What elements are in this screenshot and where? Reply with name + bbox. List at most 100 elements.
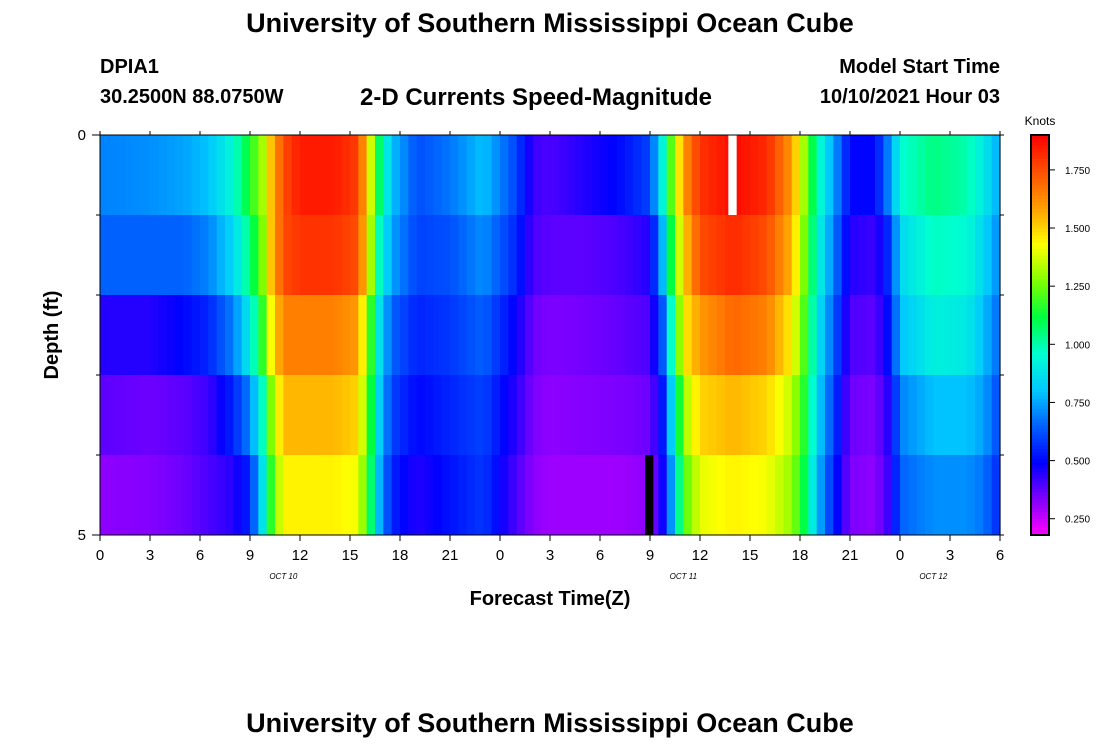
heatmap-cell	[983, 215, 993, 295]
heatmap-cell	[950, 135, 959, 215]
heatmap-cell	[808, 295, 818, 375]
heatmap-cell	[908, 135, 918, 215]
heatmap-cell	[933, 375, 943, 455]
heatmap-cell	[958, 295, 968, 375]
colorbar-segment	[1031, 338, 1049, 343]
heatmap-cell	[416, 295, 426, 375]
heatmap-cell	[183, 455, 193, 535]
heatmap-cell	[850, 455, 859, 535]
colorbar-segment	[1031, 415, 1049, 419]
x-tick-label: 0	[896, 547, 904, 564]
heatmap-cell	[366, 215, 376, 295]
colorbar-segment	[1031, 511, 1049, 516]
heatmap-cell	[150, 375, 159, 455]
heatmap-cell	[275, 135, 284, 215]
heatmap-cell	[150, 215, 159, 295]
heatmap-cell	[375, 215, 384, 295]
colorbar-segment	[1031, 365, 1049, 369]
heatmap-cell	[625, 455, 634, 535]
heatmap-cell	[558, 375, 568, 455]
heatmap-cell	[233, 375, 243, 455]
heatmap-cell	[691, 455, 701, 535]
heatmap-cell	[916, 295, 926, 375]
colorbar-segment	[1031, 468, 1049, 473]
heatmap-cell	[841, 215, 851, 295]
colorbar-segment	[1031, 455, 1049, 459]
heatmap-cell	[675, 215, 684, 295]
heatmap-cell	[450, 215, 459, 295]
heatmap-cell	[200, 455, 209, 535]
heatmap-cell	[433, 215, 443, 295]
colorbar-segment	[1031, 345, 1049, 349]
x-tick-label: 21	[442, 547, 459, 564]
heatmap-cell	[483, 375, 493, 455]
colorbar-segment	[1031, 258, 1049, 263]
colorbar-segment	[1031, 465, 1049, 469]
colorbar-segment	[1031, 158, 1049, 163]
heatmap-cell	[541, 295, 551, 375]
heatmap-cell	[550, 215, 559, 295]
heatmap-cell	[116, 135, 126, 215]
heatmap-cell	[941, 215, 951, 295]
heatmap-cell	[391, 455, 401, 535]
heatmap-cell	[100, 135, 109, 215]
heatmap-cell	[433, 295, 443, 375]
colorbar-segment	[1031, 228, 1049, 233]
heatmap-cell	[141, 215, 151, 295]
heatmap-cell	[850, 215, 859, 295]
heatmap-cell	[766, 455, 776, 535]
colorbar-segment	[1031, 361, 1049, 366]
heatmap-cell	[341, 295, 351, 375]
colorbar-segment	[1031, 238, 1049, 243]
colorbar-segment	[1031, 521, 1049, 526]
heatmap-cell	[708, 215, 718, 295]
heatmap-cell	[658, 455, 668, 535]
heatmap-cell	[508, 215, 518, 295]
heatmap-cell	[275, 295, 284, 375]
colorbar-segment	[1031, 491, 1049, 496]
colorbar-segment	[1031, 275, 1049, 279]
x-tick-label: 15	[742, 547, 759, 564]
heatmap-cell	[575, 135, 584, 215]
heatmap-cell	[200, 375, 209, 455]
colorbar-segment	[1031, 181, 1049, 186]
heatmap-cell	[116, 295, 126, 375]
heatmap-cell	[708, 375, 718, 455]
heatmap-cell	[791, 375, 801, 455]
heatmap-cell	[991, 295, 1001, 375]
heatmap-cell	[391, 295, 401, 375]
y-tick-label: 5	[78, 527, 86, 544]
heatmap-cell	[791, 215, 801, 295]
heatmap-cell	[316, 295, 326, 375]
colorbar-segment	[1031, 481, 1049, 486]
heatmap-cell	[758, 215, 768, 295]
colorbar-tick-label: 1.250	[1065, 282, 1090, 293]
heatmap-cell	[125, 455, 134, 535]
heatmap-cell	[283, 215, 293, 295]
colorbar-segment	[1031, 355, 1049, 359]
heatmap-cell	[558, 455, 568, 535]
heatmap-cell	[625, 215, 634, 295]
heatmap-cell	[266, 295, 276, 375]
day-label: OCT 12	[919, 572, 948, 581]
heatmap-cell	[841, 135, 851, 215]
heatmap-cell	[808, 375, 818, 455]
heatmap-cell	[608, 295, 618, 375]
heatmap-cell	[491, 215, 501, 295]
heatmap-cell	[750, 455, 759, 535]
heatmap-cell	[266, 375, 276, 455]
colorbar-segment	[1031, 255, 1049, 259]
heatmap-cell	[808, 455, 818, 535]
colorbar-segment	[1031, 448, 1049, 453]
heatmap-cell	[158, 215, 168, 295]
colorbar-segment	[1031, 301, 1049, 306]
colorbar-segment	[1031, 161, 1049, 166]
heatmap-cell	[950, 375, 959, 455]
heatmap-cell	[783, 455, 793, 535]
heatmap-cell	[833, 375, 843, 455]
heatmap-cell	[650, 455, 659, 535]
heatmap-cell	[550, 135, 559, 215]
heatmap-cell	[941, 295, 951, 375]
heatmap-cell	[933, 455, 943, 535]
heatmap-cell	[941, 375, 951, 455]
